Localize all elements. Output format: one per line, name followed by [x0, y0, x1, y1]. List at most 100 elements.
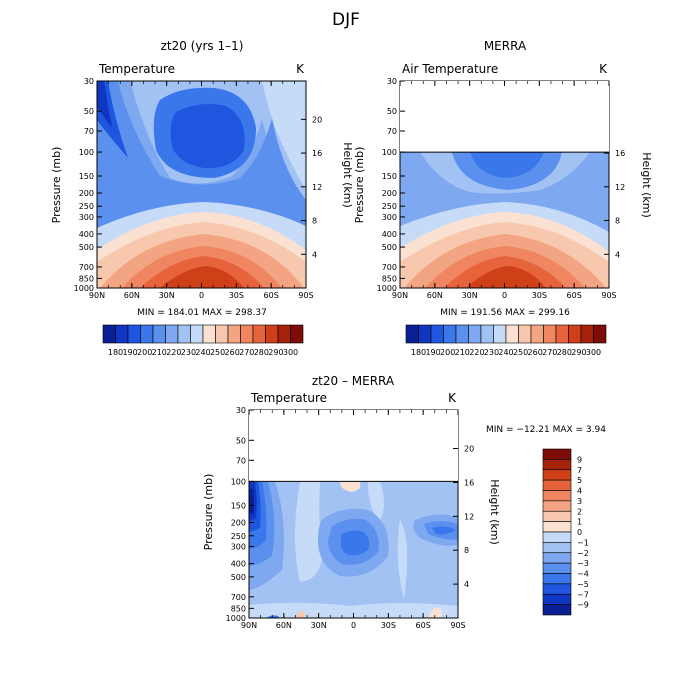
colorbar-swatch: [277, 324, 291, 344]
x-tick-label: 30S: [381, 621, 396, 630]
x-tick-label: 60S: [567, 291, 582, 300]
colorbar-swatch: [102, 324, 116, 344]
panel-3-colorbar: 9 75 432 10−1 −2−3 −4−5−7 −9: [542, 448, 589, 616]
colorbar-label: 290: [571, 348, 586, 357]
height-tick-label: 8: [464, 546, 469, 555]
colorbar-label: 270: [542, 348, 557, 357]
colorbar-label: −5: [577, 580, 589, 589]
colorbar-swatch: [152, 324, 166, 344]
colorbar-swatch: [542, 479, 572, 491]
field-band-180: [97, 81, 112, 128]
colorbar-label: 180: [108, 348, 123, 357]
colorbar-label: −2: [577, 549, 589, 558]
colorbar-swatch: [265, 324, 279, 344]
colorbar-swatch: [215, 324, 229, 344]
colorbar-label: 180: [411, 348, 426, 357]
colorbar-swatch: [530, 324, 544, 344]
colorbar-swatch: [542, 521, 572, 533]
y-tick-label: 100: [231, 477, 246, 486]
colorbar-label: 230: [181, 348, 196, 357]
colorbar-swatch: [580, 324, 594, 344]
y-tick-label: 1000: [226, 614, 246, 623]
y-tick-label: 100: [382, 148, 397, 157]
x-tick-label: 30N: [462, 291, 478, 300]
colorbar-label: 280: [557, 348, 572, 357]
height-tick-label: 12: [615, 183, 625, 192]
y-tick-label: 150: [79, 172, 94, 181]
no-data-region: [249, 410, 458, 482]
height-tick-label: 16: [312, 149, 322, 158]
field-band-0-a: [295, 482, 322, 582]
colorbar-label: 220: [166, 348, 181, 357]
colorbar-label: 280: [254, 348, 269, 357]
height-tick-label: 20: [312, 115, 322, 124]
colorbar-label: 210: [152, 348, 167, 357]
colorbar-swatch: [202, 324, 216, 344]
height-tick-label: 4: [615, 250, 620, 259]
colorbar-label: −3: [577, 559, 589, 568]
colorbar-label: 250: [210, 348, 225, 357]
y-tick-label: 300: [382, 213, 397, 222]
x-tick-label: 90N: [89, 291, 105, 300]
panel-1-stats: MIN = 184.01 MAX = 298.37: [137, 308, 267, 318]
colorbar-label: 2: [577, 507, 582, 516]
colorbar-swatch: [542, 510, 572, 522]
x-tick-label: 30S: [532, 291, 547, 300]
x-tick-label: 0: [502, 291, 507, 300]
field-band-right-neg3: [432, 526, 456, 535]
colorbar-swatch: [127, 324, 141, 344]
panel-2-units: K: [599, 62, 608, 76]
x-tick-label: 0: [199, 291, 204, 300]
panel-2: MERRA Air Temperature K 3050701001502002…: [353, 39, 653, 357]
y-tick-label: 500: [79, 243, 94, 252]
colorbar-swatch: [240, 324, 254, 344]
y-tick-label: 70: [236, 456, 246, 465]
height-tick-label: 12: [312, 183, 322, 192]
colorbar-swatch: [542, 459, 572, 471]
y-tick-label: 500: [382, 243, 397, 252]
panel-3-field: [249, 482, 458, 618]
field-band-high-lat: [262, 81, 306, 190]
colorbar-label: 220: [469, 348, 484, 357]
y-tick-label: 700: [231, 593, 246, 602]
y-tick-label: 50: [387, 107, 397, 116]
x-tick-label: 90S: [450, 621, 465, 630]
y-tick-label: 400: [231, 560, 246, 569]
y-tick-label: 70: [387, 127, 397, 136]
x-tick-label: 30S: [229, 291, 244, 300]
colorbar-swatch: [480, 324, 494, 344]
y-tick-label: 200: [382, 189, 397, 198]
height-tick-label: 20: [464, 445, 474, 454]
colorbar-swatch: [165, 324, 179, 344]
panel-1-ylabel: Pressure (mb): [50, 147, 63, 224]
colorbar-swatch: [443, 324, 457, 344]
colorbar-swatch: [405, 324, 419, 344]
colorbar-label: 260: [528, 348, 543, 357]
y-tick-label: 700: [382, 263, 397, 272]
panel-2-stats: MIN = 191.56 MAX = 299.16: [440, 308, 570, 318]
colorbar-swatch: [543, 324, 557, 344]
x-tick-label: 60S: [416, 621, 431, 630]
panel-3-stats: MIN = −12.21 MAX = 3.94: [486, 425, 606, 435]
colorbar-label: 1: [577, 518, 582, 527]
colorbar-label: 7: [577, 466, 582, 475]
y-tick-label: 200: [231, 519, 246, 528]
colorbar-label: 190: [122, 348, 137, 357]
colorbar-swatch: [542, 490, 572, 502]
panel-3-ylabel-right: Height (km): [488, 479, 501, 545]
colorbar-swatch: [455, 324, 469, 344]
colorbar-swatch: [542, 604, 572, 616]
figure-title: DJF: [332, 10, 360, 30]
field-band-pos-top: [340, 482, 361, 492]
height-tick-label: 4: [312, 250, 317, 259]
panel-3: zt20 – MERRA Temperature K: [202, 374, 606, 630]
panel-3-units: K: [448, 391, 457, 405]
colorbar-swatch: [418, 324, 432, 344]
field-band-290: [466, 266, 546, 288]
x-tick-label: 90N: [241, 621, 257, 630]
y-tick-label: 500: [231, 573, 246, 582]
height-tick-label: 16: [615, 149, 625, 158]
colorbar-swatch: [542, 573, 572, 585]
colorbar-swatch: [593, 324, 607, 344]
